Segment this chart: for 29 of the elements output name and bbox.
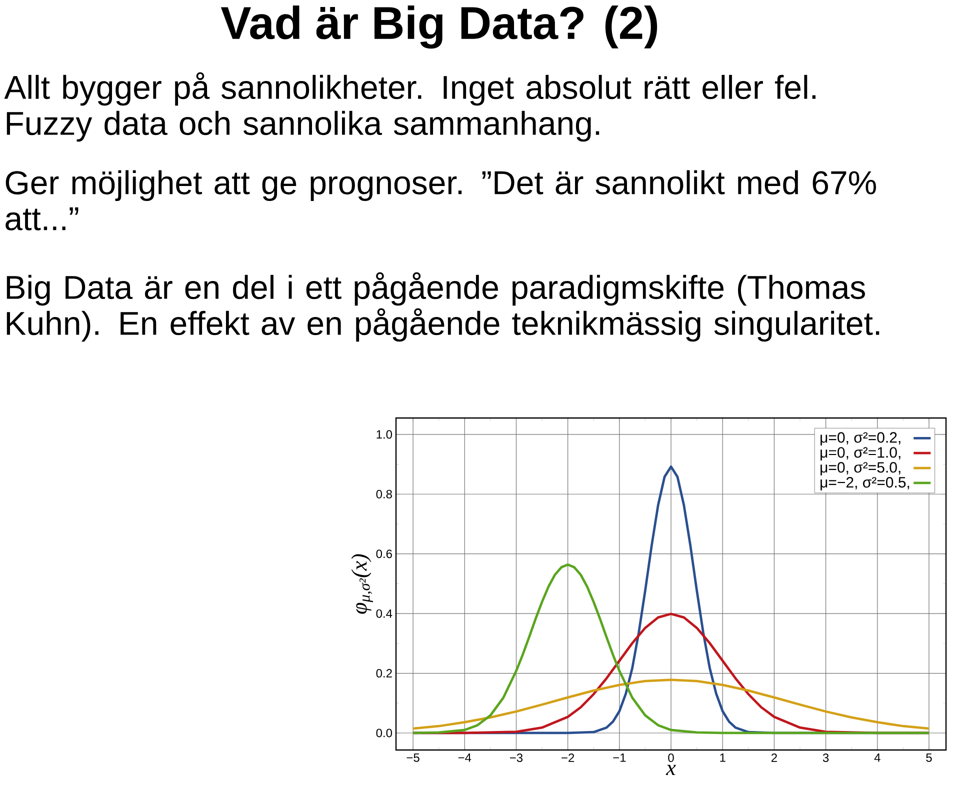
x-tick-label: 2 bbox=[771, 754, 777, 762]
line-series bbox=[412, 563, 930, 734]
x-tick-label: −2 bbox=[562, 754, 574, 762]
y-tick-label: 0.6 bbox=[376, 550, 392, 558]
x-tick-label: −1 bbox=[613, 754, 626, 762]
x-tick-label: −3 bbox=[510, 754, 523, 762]
x-tick-label: 4 bbox=[874, 754, 880, 762]
y-tick-label: 0.8 bbox=[376, 490, 392, 498]
text: Big Data är en del i ett pågående paradigmskifte (Thomas Kuhn). En effekt av en pågående teknikmässig singularitet. bbox=[6, 272, 880, 342]
y-tick-label: 0.4 bbox=[376, 609, 392, 618]
legend-label: μ=−2, σ²=0.5, bbox=[820, 477, 910, 490]
x-tick-label: −5 bbox=[406, 754, 420, 762]
y-tick-label: 0.2 bbox=[376, 669, 392, 678]
legend-label: μ=0, σ²=1.0, bbox=[820, 447, 900, 460]
line-series bbox=[412, 678, 930, 730]
y-tick-label: 0.0 bbox=[376, 728, 392, 738]
text: Allt bygger på sannolikheter. Inget absolut rätt eller fel. Fuzzy data och sannolika sammanhang. bbox=[4, 72, 816, 142]
legend-label: μ=0, σ²=5.0, bbox=[820, 462, 900, 476]
x-tick-label: −4 bbox=[458, 754, 472, 762]
text: Ger möjlighet att ge prognoser. ”Det är sannolikt med 67% att...” bbox=[6, 170, 876, 230]
y-tick-label: 1.0 bbox=[376, 430, 392, 439]
legend-label: μ=0, σ²=0.2, bbox=[820, 432, 900, 446]
x-tick-label: 3 bbox=[822, 754, 829, 762]
x-tick-label: 0 bbox=[668, 754, 674, 762]
chart-title: Vad är Big Data? (2) bbox=[220, 6, 658, 49]
y-axis-title: φ$_{μ,σ²}$(x) bbox=[351, 554, 373, 614]
x-tick-label: 5 bbox=[926, 754, 932, 762]
x-tick-label: 1 bbox=[720, 754, 726, 762]
x-axis-title: x bbox=[666, 764, 676, 775]
